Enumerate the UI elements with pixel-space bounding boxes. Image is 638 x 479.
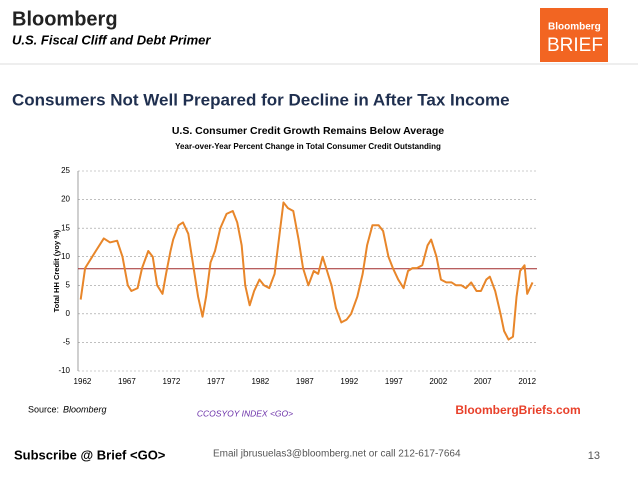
x-tick-label: 1977 [207,377,225,386]
subscribe: Subscribe @ Brief <GO> [14,447,166,462]
y-tick-label: 15 [61,223,70,232]
y-tick-label: 10 [61,252,70,261]
x-tick-label: 1967 [118,377,136,386]
heading: Consumers Not Well Prepared for Decline … [12,90,510,109]
x-tick-label: 2002 [429,377,447,386]
x-tick-label: 2012 [518,377,536,386]
x-tick-label: 2007 [474,377,492,386]
x-tick-label: 1992 [340,377,358,386]
source-name: Bloomberg [63,404,107,414]
y-axis-label: Total HH Credit (yoy %) [52,229,61,312]
ticker: CCOSYOY INDEX <GO> [197,408,293,418]
y-tick-label: -10 [58,366,70,375]
x-tick-label: 1987 [296,377,314,386]
logo-top: Bloomberg [548,22,601,33]
website: BloombergBriefs.com [455,403,580,417]
x-tick-label: 1972 [163,377,181,386]
y-tick-label: 0 [66,309,71,318]
series-line [79,201,534,341]
x-tick-label: 1997 [385,377,403,386]
y-tick-label: 5 [66,280,71,289]
y-tick-label: -5 [63,338,71,347]
logo-box [540,8,608,62]
page-number: 13 [588,450,600,462]
y-tick-label: 20 [61,195,70,204]
x-tick-label: 1982 [251,377,269,386]
brand: Bloomberg [12,8,118,30]
source-label: Source: [28,404,59,414]
y-tick-label: 25 [61,166,70,175]
contact: Email jbrusuelas3@bloomberg.net or call … [213,449,461,460]
chart-title: U.S. Consumer Credit Growth Remains Belo… [172,125,444,137]
x-tick-label: 1962 [74,377,92,386]
chart-subtitle: Year-over-Year Percent Change in Total C… [175,142,441,151]
logo-bottom: BRIEF [547,35,603,56]
deck-subtitle: U.S. Fiscal Cliff and Debt Primer [12,32,211,47]
